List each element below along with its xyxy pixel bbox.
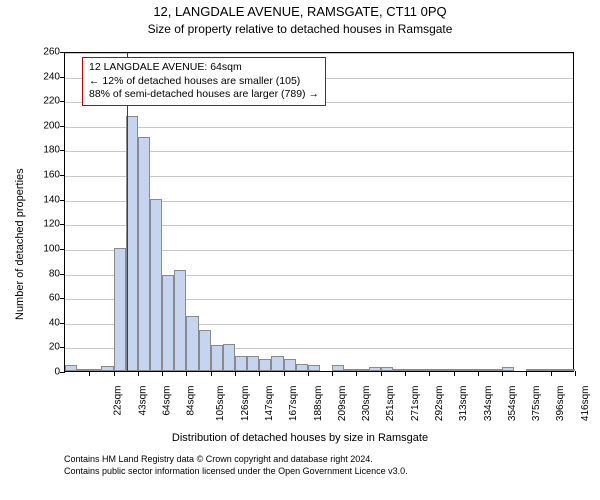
histogram-bar (393, 369, 405, 371)
histogram-bar (429, 369, 441, 371)
gridline (65, 127, 573, 128)
histogram-bar (502, 367, 514, 371)
histogram-bar (441, 369, 453, 371)
x-tick-label: 292sqm (434, 386, 445, 422)
y-tick-label: 180 (43, 145, 60, 156)
x-tick-mark (575, 371, 576, 376)
y-tick-label: 140 (43, 194, 60, 205)
annotation-box: 12 LANGDALE AVENUE: 64sqm ← 12% of detac… (82, 57, 326, 106)
x-tick-label: 354sqm (507, 386, 518, 422)
histogram-bar (296, 364, 308, 371)
x-tick-label: 375sqm (531, 386, 542, 422)
histogram-bar (344, 369, 356, 371)
histogram-bar (466, 369, 478, 371)
x-tick-label: 188sqm (313, 386, 324, 422)
histogram-bar (114, 248, 126, 371)
attribution-line-2: Contains public sector information licen… (64, 466, 408, 478)
y-tick-label: 20 (49, 342, 60, 353)
y-tick-label: 80 (49, 268, 60, 279)
histogram-bar (478, 369, 490, 371)
x-tick-label: 396sqm (556, 386, 567, 422)
x-tick-label: 22sqm (113, 386, 124, 416)
histogram-bar (284, 359, 296, 371)
histogram-bar (417, 369, 429, 371)
histogram-bar (223, 344, 235, 371)
histogram-bar (235, 356, 247, 371)
histogram-bar (247, 356, 259, 371)
x-tick-label: 167sqm (288, 386, 299, 422)
annotation-line-2: ← 12% of detached houses are smaller (10… (89, 75, 319, 89)
attribution: Contains HM Land Registry data © Crown c… (64, 454, 408, 477)
x-axis-label: Distribution of detached houses by size … (0, 432, 600, 444)
histogram-bar (271, 356, 283, 371)
y-tick-label: 260 (43, 47, 60, 58)
x-tick-label: 416sqm (580, 386, 591, 422)
histogram-bar (308, 365, 320, 371)
histogram-bar (138, 137, 150, 371)
x-tick-label: 230sqm (361, 386, 372, 422)
x-tick-label: 313sqm (458, 386, 469, 422)
histogram-bar (174, 270, 186, 371)
histogram-bar (405, 369, 417, 371)
histogram-bar (101, 366, 113, 371)
y-tick-label: 40 (49, 317, 60, 328)
histogram-bar (356, 369, 368, 371)
histogram-bar (89, 369, 101, 371)
y-tick-label: 60 (49, 293, 60, 304)
y-tick-label: 240 (43, 71, 60, 82)
x-tick-label: 84sqm (186, 386, 197, 416)
histogram-bar (332, 365, 344, 371)
y-tick-label: 120 (43, 219, 60, 230)
histogram-bar (199, 330, 211, 371)
histogram-bar (490, 369, 502, 371)
y-ticks: 020406080100120140160180200220240260 (0, 52, 64, 372)
histogram-bar (259, 359, 271, 371)
histogram-bar (186, 316, 198, 371)
x-tick-label: 251sqm (386, 386, 397, 422)
x-tick-labels: 22sqm 43sqm 64sqm 84sqm 105sqm 126sqm 147sqm 16… (64, 372, 574, 432)
histogram-bar (162, 275, 174, 371)
x-tick-label: 105sqm (216, 386, 227, 422)
histogram-bar (526, 369, 538, 371)
chart-title-sub: Size of property relative to detached ho… (0, 22, 600, 36)
histogram-bar (211, 345, 223, 371)
x-tick-label: 334sqm (483, 386, 494, 422)
histogram-bar (539, 369, 551, 371)
histogram-bar (369, 367, 381, 371)
histogram-bar (65, 365, 77, 371)
histogram-bar (381, 367, 393, 371)
x-tick-label: 64sqm (161, 386, 172, 416)
y-tick-label: 160 (43, 170, 60, 181)
annotation-line-1: 12 LANGDALE AVENUE: 64sqm (89, 61, 319, 75)
y-tick-label: 220 (43, 96, 60, 107)
histogram-bar (77, 369, 89, 371)
x-tick-label: 271sqm (410, 386, 421, 422)
gridline (65, 53, 573, 54)
histogram-bar (454, 369, 466, 371)
x-tick-label: 126sqm (240, 386, 251, 422)
histogram-bar (150, 199, 162, 371)
histogram-bar (563, 369, 575, 371)
histogram-bar (551, 369, 563, 371)
chart-title-main: 12, LANGDALE AVENUE, RAMSGATE, CT11 0PQ (0, 4, 600, 19)
x-tick-label: 209sqm (337, 386, 348, 422)
y-tick-label: 200 (43, 120, 60, 131)
x-tick-label: 147sqm (264, 386, 275, 422)
annotation-line-3: 88% of semi-detached houses are larger (… (89, 88, 319, 102)
x-tick-label: 43sqm (137, 386, 148, 416)
attribution-line-1: Contains HM Land Registry data © Crown c… (64, 454, 408, 466)
y-tick-label: 100 (43, 243, 60, 254)
